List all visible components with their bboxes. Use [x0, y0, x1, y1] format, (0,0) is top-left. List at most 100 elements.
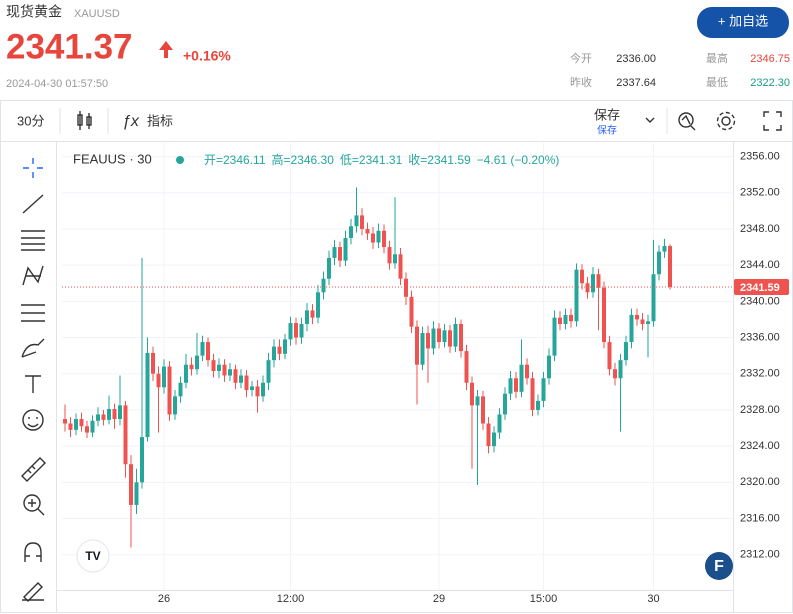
add-watchlist-button[interactable] — [697, 7, 789, 38]
candle-body — [365, 228, 370, 234]
candle-body — [393, 254, 397, 264]
candle-body — [497, 414, 502, 433]
candle-body — [525, 364, 529, 379]
candle-body — [530, 378, 535, 410]
candle-body — [63, 418, 67, 424]
candle-body — [189, 364, 194, 370]
candle-body — [508, 378, 513, 394]
y-tick-label: 2328.00 — [740, 404, 780, 416]
candle-body — [415, 326, 419, 365]
y-tick-label: 2312.00 — [740, 549, 780, 561]
emoji-tool[interactable] — [22, 409, 44, 431]
candle-body — [453, 323, 458, 347]
candle-body — [618, 360, 623, 379]
candle-body — [112, 409, 117, 419]
candle-body — [145, 352, 150, 438]
candle-body — [580, 269, 584, 284]
projection-tool[interactable] — [21, 304, 45, 322]
candle-body — [519, 364, 524, 392]
crosshair-tool[interactable] — [23, 158, 43, 178]
legend-value: 低=2341.31 — [340, 153, 403, 167]
candle-body — [332, 247, 337, 258]
candle-body — [668, 246, 672, 287]
candle-body — [585, 283, 590, 293]
interval-button[interactable]: 30分 — [17, 113, 44, 128]
candle-body — [195, 355, 199, 370]
candle-body — [640, 319, 645, 324]
y-tick-label: 2344.00 — [740, 259, 780, 271]
legend-value: 开=2346.11 — [204, 153, 266, 167]
up-arrow — [159, 41, 173, 58]
candle-body — [222, 364, 227, 376]
candle-body — [74, 418, 78, 430]
fullscreen-button[interactable] — [763, 111, 782, 131]
drawing-tools — [21, 158, 46, 602]
magnet-tool[interactable] — [24, 542, 42, 562]
y-tick-label: 2348.00 — [740, 223, 780, 235]
candle-body — [299, 323, 304, 338]
candle-body — [85, 426, 89, 433]
candle-body — [382, 230, 386, 248]
chart-type-button[interactable] — [77, 111, 92, 130]
candle-body — [250, 386, 254, 391]
candle-body — [233, 369, 238, 383]
candle-body — [607, 342, 612, 370]
save-button[interactable]: 保存 — [594, 107, 620, 122]
settings-button[interactable] — [716, 111, 736, 131]
candle-body — [321, 278, 326, 293]
candle-body — [211, 360, 216, 372]
candle-body — [574, 269, 579, 322]
candle-body — [178, 382, 183, 397]
candle-body — [437, 328, 441, 343]
stat-value: 2346.75 — [750, 53, 790, 65]
alert-button[interactable] — [678, 112, 696, 131]
y-tick-label: 2336.00 — [740, 331, 780, 343]
candle-body — [613, 369, 617, 379]
candle-body — [629, 314, 634, 343]
lock-tool[interactable] — [22, 582, 44, 602]
candle-body — [635, 314, 639, 320]
candle-body — [68, 423, 73, 430]
y-tick-label: 2340.00 — [740, 295, 780, 307]
candle-body — [305, 310, 309, 324]
candle-body — [118, 405, 122, 419]
candle-body — [255, 386, 260, 397]
stat-value: 2337.64 — [616, 77, 656, 89]
add-watchlist-label[interactable]: + 加自选 — [718, 13, 768, 28]
candle-body — [387, 247, 392, 264]
candle-body — [90, 420, 95, 433]
save-dropdown[interactable] — [645, 117, 655, 123]
legend-values: 开=2346.11 高=2346.30 低=2341.31 收=2341.59 −4.6… — [204, 152, 559, 167]
candle-body — [360, 215, 364, 229]
candle-body — [167, 366, 172, 415]
zoom-tool[interactable] — [23, 494, 41, 512]
y-tick-label: 2356.00 — [740, 150, 780, 162]
candle-body — [503, 393, 507, 415]
candle-body — [596, 274, 601, 288]
candle-body — [134, 482, 139, 505]
candle-body — [266, 360, 271, 383]
indicator-icon[interactable]: ƒx — [122, 113, 140, 130]
candle-body — [448, 330, 452, 347]
candle-body — [217, 364, 221, 372]
candle-body — [492, 432, 496, 447]
brush-tool[interactable] — [21, 338, 45, 358]
text-tool[interactable] — [25, 375, 41, 393]
legend-dot — [176, 156, 184, 164]
watermark-letter: F — [714, 558, 724, 575]
candle-body — [173, 396, 177, 415]
pattern-tool[interactable] — [22, 265, 44, 286]
trendline-tool[interactable] — [22, 194, 44, 214]
candle-body — [662, 246, 667, 252]
candle-body — [310, 310, 315, 318]
fib-tool[interactable] — [21, 230, 45, 251]
candle-body — [184, 364, 188, 383]
candle-body — [646, 321, 650, 324]
candle-body — [129, 464, 133, 505]
measure-tool[interactable] — [21, 457, 46, 482]
indicator-button[interactable]: 指标 — [147, 113, 173, 128]
candle-body — [470, 382, 474, 406]
stat-label: 最低 — [706, 76, 728, 89]
last-price: 2341.37 — [6, 27, 133, 66]
